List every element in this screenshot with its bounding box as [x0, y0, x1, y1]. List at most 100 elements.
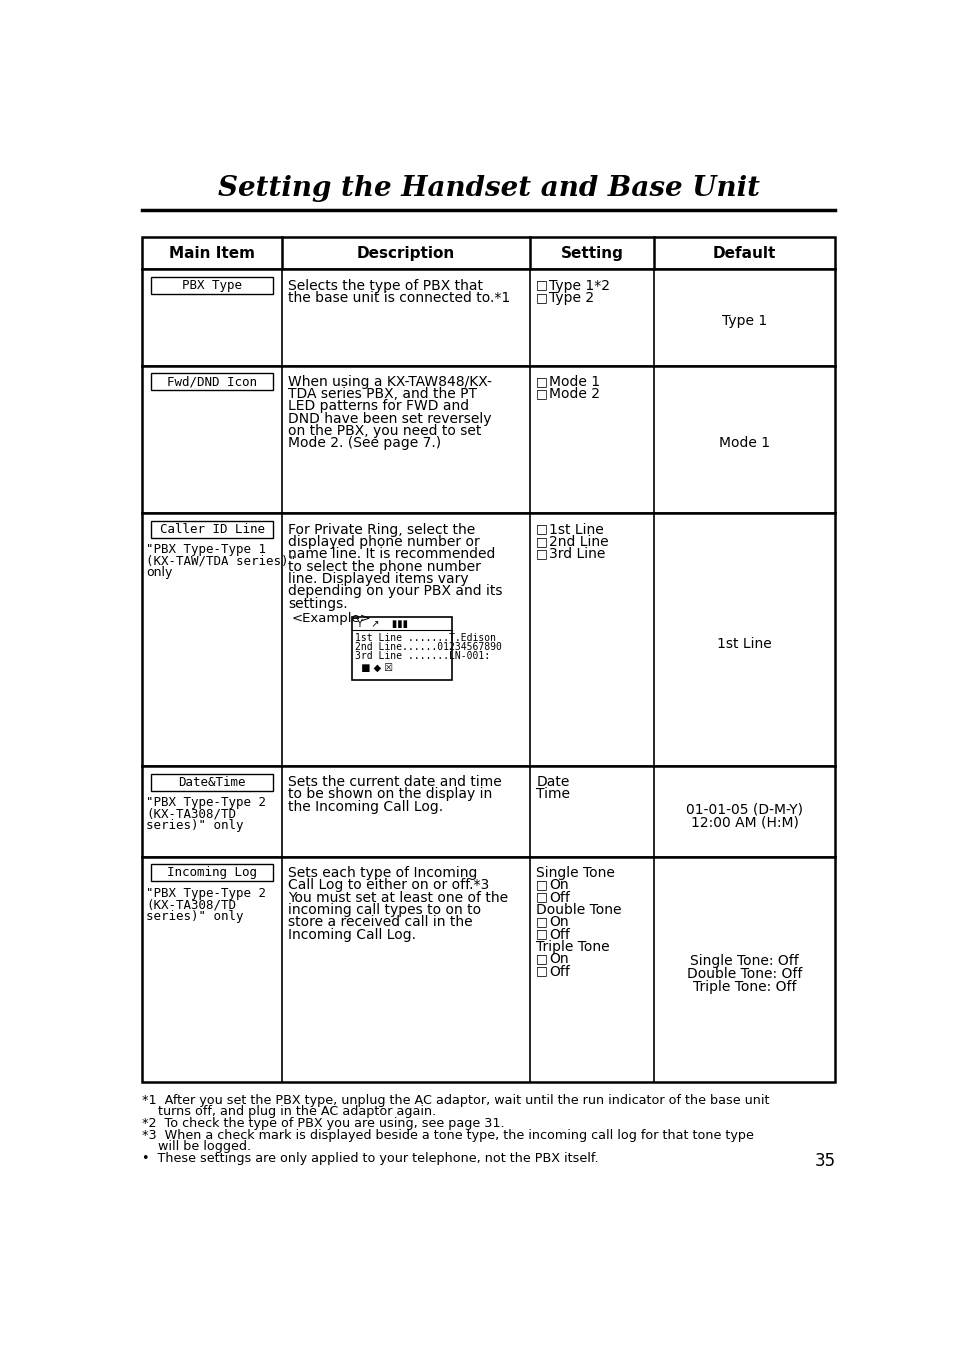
Text: □: □ — [536, 927, 547, 941]
Text: 1st Line .......T.Edison: 1st Line .......T.Edison — [355, 633, 496, 642]
Text: Setting: Setting — [560, 246, 622, 261]
Text: 12:00 AM (H:M): 12:00 AM (H:M) — [690, 815, 798, 829]
Text: incoming call types to on to: incoming call types to on to — [288, 903, 481, 917]
Text: □: □ — [536, 548, 547, 560]
Text: Main Item: Main Item — [169, 246, 255, 261]
Text: □: □ — [536, 891, 547, 903]
Text: Caller ID Line: Caller ID Line — [159, 523, 265, 535]
Text: 3rd Line: 3rd Line — [549, 548, 605, 561]
Text: (KX-TA308/TD: (KX-TA308/TD — [146, 807, 236, 821]
Bar — [151, 277, 274, 293]
Text: turns off, and plug in the AC adaptor again.: turns off, and plug in the AC adaptor ag… — [142, 1106, 436, 1118]
Text: LED patterns for FWD and: LED patterns for FWD and — [288, 399, 469, 414]
Text: Single Tone: Off: Single Tone: Off — [690, 953, 799, 968]
Text: □: □ — [536, 535, 547, 548]
Text: Incoming Log: Incoming Log — [167, 867, 257, 879]
Text: •  These settings are only applied to your telephone, not the PBX itself.: • These settings are only applied to you… — [142, 1152, 598, 1164]
Text: Off: Off — [549, 964, 570, 979]
Text: □: □ — [536, 915, 547, 929]
Text: DND have been set reversely: DND have been set reversely — [288, 412, 491, 426]
Bar — [151, 373, 274, 391]
Text: □: □ — [536, 952, 547, 965]
Text: Description: Description — [356, 246, 455, 261]
Text: series)" only: series)" only — [146, 910, 244, 923]
Text: □: □ — [536, 291, 547, 304]
Text: 1st Line: 1st Line — [717, 637, 771, 650]
Text: (KX-TAW/TDA series)": (KX-TAW/TDA series)" — [146, 554, 296, 568]
Text: Date: Date — [536, 775, 569, 790]
Text: Double Tone: Double Tone — [536, 903, 621, 917]
Text: (KX-TA308/TD: (KX-TA308/TD — [146, 898, 236, 911]
Text: *2  To check the type of PBX you are using, see page 31.: *2 To check the type of PBX you are usin… — [142, 1117, 504, 1130]
Text: Fwd/DND Icon: Fwd/DND Icon — [167, 376, 257, 388]
Text: line. Displayed items vary: line. Displayed items vary — [288, 572, 468, 585]
Text: Y   ↗    ▮▮▮: Y ↗ ▮▮▮ — [355, 619, 407, 629]
Text: "PBX Type-Type 1: "PBX Type-Type 1 — [146, 544, 266, 557]
Text: settings.: settings. — [288, 596, 348, 611]
Text: to be shown on the display in: to be shown on the display in — [288, 787, 492, 802]
Text: Selects the type of PBX that: Selects the type of PBX that — [288, 279, 482, 292]
Text: □: □ — [536, 523, 547, 535]
Text: store a received call in the: store a received call in the — [288, 915, 473, 929]
Text: Type 2: Type 2 — [549, 291, 594, 304]
Text: "PBX Type-Type 2: "PBX Type-Type 2 — [146, 887, 266, 900]
Bar — [142, 857, 835, 1082]
Text: Type 1*2: Type 1*2 — [549, 279, 610, 292]
Bar — [142, 269, 835, 365]
Text: Date&Time: Date&Time — [178, 776, 246, 788]
Text: Mode 2. (See page 7.): Mode 2. (See page 7.) — [288, 437, 441, 450]
Text: □: □ — [536, 279, 547, 292]
Text: Type 1: Type 1 — [721, 314, 766, 329]
Text: 01-01-05 (D-M-Y): 01-01-05 (D-M-Y) — [685, 802, 802, 817]
Bar — [142, 365, 835, 514]
Bar — [142, 514, 835, 767]
Text: Sets each type of Incoming: Sets each type of Incoming — [288, 867, 477, 880]
Text: ■ ◆ ☒: ■ ◆ ☒ — [355, 662, 398, 673]
Bar — [352, 617, 452, 680]
Text: Triple Tone: Triple Tone — [536, 940, 609, 955]
Text: □: □ — [536, 964, 547, 977]
Text: depending on your PBX and its: depending on your PBX and its — [288, 584, 502, 598]
Text: Triple Tone: Off: Triple Tone: Off — [692, 980, 796, 994]
Text: 3rd Line .......LN-001:: 3rd Line .......LN-001: — [355, 652, 490, 661]
Text: Mode 1: Mode 1 — [719, 437, 769, 450]
Text: On: On — [549, 879, 568, 892]
Text: 1st Line: 1st Line — [549, 523, 603, 537]
Text: You must set at least one of the: You must set at least one of the — [288, 891, 508, 904]
Text: □: □ — [536, 879, 547, 891]
Text: On: On — [549, 915, 568, 929]
Text: series)" only: series)" only — [146, 819, 244, 831]
Text: Mode 1: Mode 1 — [549, 375, 599, 389]
Text: displayed phone number or: displayed phone number or — [288, 535, 479, 549]
Text: "PBX Type-Type 2: "PBX Type-Type 2 — [146, 796, 266, 808]
Text: the base unit is connected to.*1: the base unit is connected to.*1 — [288, 291, 510, 304]
Text: For Private Ring, select the: For Private Ring, select the — [288, 523, 475, 537]
Text: Sets the current date and time: Sets the current date and time — [288, 775, 501, 790]
Bar — [142, 237, 835, 269]
Text: □: □ — [536, 375, 547, 388]
Text: 2nd Line......01234567890: 2nd Line......01234567890 — [355, 642, 501, 652]
Text: Mode 2: Mode 2 — [549, 387, 599, 402]
Text: On: On — [549, 952, 568, 967]
Text: Off: Off — [549, 891, 570, 904]
Text: to select the phone number: to select the phone number — [288, 560, 480, 573]
Text: Incoming Call Log.: Incoming Call Log. — [288, 927, 416, 941]
Text: Double Tone: Off: Double Tone: Off — [686, 967, 801, 982]
Text: name line. It is recommended: name line. It is recommended — [288, 548, 495, 561]
Bar — [151, 521, 274, 538]
Text: <Example>: <Example> — [292, 612, 372, 625]
Text: When using a KX-TAW848/KX-: When using a KX-TAW848/KX- — [288, 375, 492, 389]
Text: Time: Time — [536, 787, 570, 802]
Text: Default: Default — [712, 246, 776, 261]
Text: Single Tone: Single Tone — [536, 867, 615, 880]
Bar — [151, 773, 274, 791]
Text: only: only — [146, 566, 172, 580]
Bar — [142, 767, 835, 857]
Text: will be logged.: will be logged. — [142, 1140, 252, 1153]
Text: the Incoming Call Log.: the Incoming Call Log. — [288, 800, 443, 814]
Text: 35: 35 — [813, 1152, 835, 1169]
Text: PBX Type: PBX Type — [182, 279, 242, 292]
Text: 2nd Line: 2nd Line — [549, 535, 608, 549]
Text: Setting the Handset and Base Unit: Setting the Handset and Base Unit — [217, 174, 760, 201]
Text: □: □ — [536, 387, 547, 400]
